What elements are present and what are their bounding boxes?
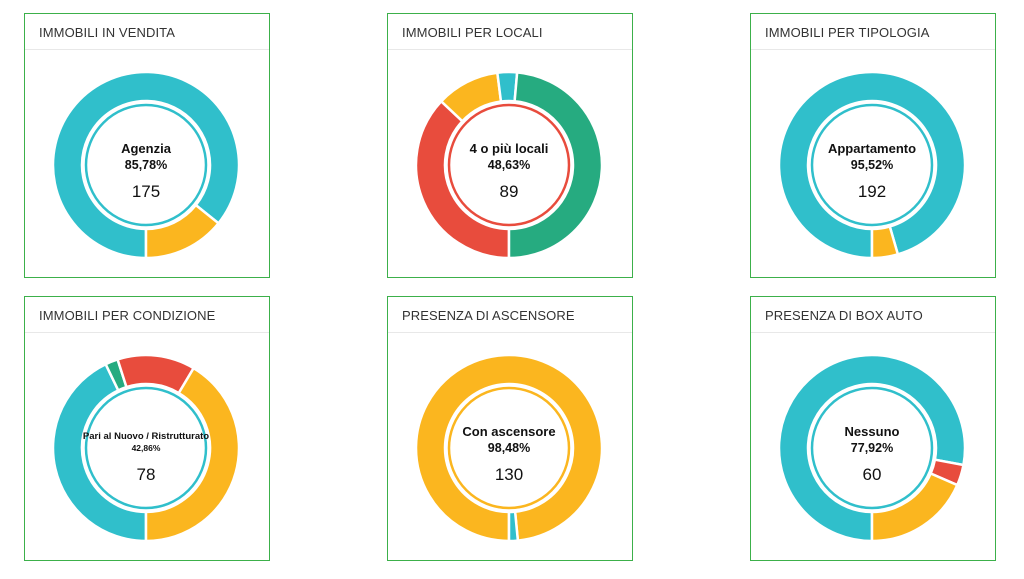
center-count: 78 <box>137 465 156 484</box>
center-percent: 95,52% <box>851 158 893 172</box>
donut-slice-3[interactable] <box>507 71 604 260</box>
donut-inner-ring <box>84 103 208 227</box>
donut-slice-0[interactable] <box>51 362 148 543</box>
card-presenza-di-ascensore: PRESENZA DI ASCENSORE Con ascensore 98,48… <box>387 296 633 561</box>
center-count: 89 <box>500 182 519 201</box>
donut-chart-presenza-di-ascensore: Con ascensore 98,48% 130 <box>414 353 604 543</box>
donut-inner-ring <box>447 103 571 227</box>
card-immobili-in-vendita: IMMOBILI IN VENDITA Agenzia 85,78% 175 <box>24 13 270 278</box>
donut-inner-ring <box>810 103 934 227</box>
card-title: IMMOBILI PER TIPOLOGIA <box>751 14 995 50</box>
center-percent: 42,86% <box>132 443 161 453</box>
center-percent: 85,78% <box>125 158 167 172</box>
center-label: Nessuno <box>845 424 900 439</box>
donut-slice-3[interactable] <box>144 366 241 543</box>
card-title: IMMOBILI PER LOCALI <box>388 14 632 50</box>
card-title: PRESENZA DI BOX AUTO <box>751 297 995 333</box>
donut-inner-ring <box>810 386 934 510</box>
donut-slice-0[interactable] <box>414 353 604 543</box>
donut-chart-immobili-per-locali: 4 o più locali 48,63% 89 <box>414 70 604 260</box>
card-title: IMMOBILI IN VENDITA <box>25 14 269 50</box>
card-title: IMMOBILI PER CONDIZIONE <box>25 297 269 333</box>
donut-chart-presenza-di-box-auto: Nessuno 77,92% 60 <box>777 353 967 543</box>
center-count: 60 <box>863 465 882 484</box>
donut-chart-immobili-in-vendita: Agenzia 85,78% 175 <box>51 70 241 260</box>
center-percent: 77,92% <box>851 441 893 455</box>
center-count: 175 <box>132 182 160 201</box>
center-percent: 48,63% <box>488 158 530 172</box>
center-percent: 98,48% <box>488 441 530 455</box>
card-immobili-per-tipologia: IMMOBILI PER TIPOLOGIA Appartamento 95,52… <box>750 13 996 278</box>
card-presenza-di-box-auto: PRESENZA DI BOX AUTO Nessuno 77,92% 60 <box>750 296 996 561</box>
card-immobili-per-condizione: IMMOBILI PER CONDIZIONE Pari al Nuovo / … <box>24 296 270 561</box>
donut-slice-1[interactable] <box>870 224 900 260</box>
donut-slice-1[interactable] <box>507 510 520 543</box>
center-count: 192 <box>858 182 886 201</box>
donut-inner-ring <box>84 386 208 510</box>
donut-slice-0[interactable] <box>51 70 241 260</box>
donut-inner-ring <box>447 386 571 510</box>
donut-slice-0[interactable] <box>777 70 967 260</box>
center-label: Agenzia <box>121 141 172 156</box>
donut-slice-0[interactable] <box>414 99 511 260</box>
card-immobili-per-locali: IMMOBILI PER LOCALI 4 o più locali 48,63%… <box>387 13 633 278</box>
center-label: Appartamento <box>828 141 916 156</box>
donut-chart-immobili-per-tipologia: Appartamento 95,52% 192 <box>777 70 967 260</box>
donut-slice-1[interactable] <box>144 203 221 260</box>
card-title: PRESENZA DI ASCENSORE <box>388 297 632 333</box>
center-label: 4 o più locali <box>470 141 549 156</box>
center-label: Pari al Nuovo / Ristrutturato <box>83 431 209 442</box>
donut-slice-2[interactable] <box>870 471 959 543</box>
center-count: 130 <box>495 465 523 484</box>
donut-slice-0[interactable] <box>777 353 967 543</box>
center-label: Con ascensore <box>462 424 555 439</box>
